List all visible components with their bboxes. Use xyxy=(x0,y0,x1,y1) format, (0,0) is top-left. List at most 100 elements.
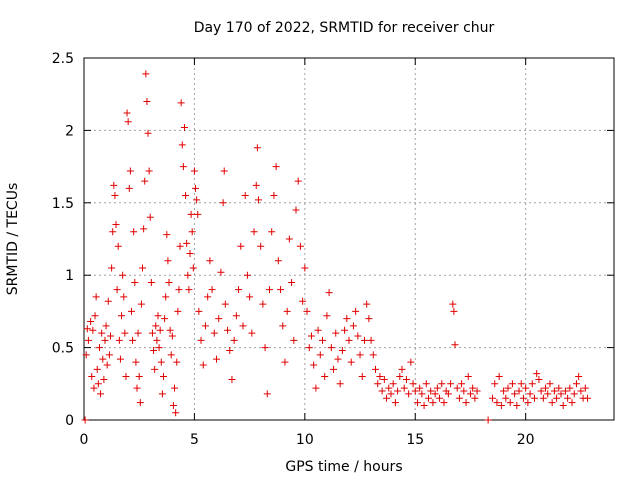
data-point xyxy=(301,264,309,272)
data-point xyxy=(104,297,112,305)
data-point xyxy=(294,177,302,185)
data-point xyxy=(206,257,214,265)
data-point xyxy=(194,210,202,218)
data-point xyxy=(425,394,432,402)
data-point xyxy=(241,192,249,200)
data-point xyxy=(338,346,346,354)
data-point xyxy=(305,344,313,352)
data-point xyxy=(542,384,550,392)
data-point xyxy=(321,373,329,381)
data-point xyxy=(559,402,567,410)
data-point xyxy=(544,390,552,398)
data-point xyxy=(115,336,123,344)
x-tick-label: 10 xyxy=(296,432,314,448)
data-point xyxy=(316,351,324,359)
data-point xyxy=(447,380,455,388)
data-point xyxy=(261,344,269,352)
data-point xyxy=(495,373,503,381)
data-point xyxy=(189,264,197,272)
data-point xyxy=(314,326,322,334)
data-point xyxy=(519,394,527,402)
data-point xyxy=(431,390,439,398)
data-point xyxy=(502,394,510,402)
data-point xyxy=(107,332,114,340)
data-point xyxy=(568,399,576,407)
data-point xyxy=(343,315,351,323)
data-point xyxy=(418,390,426,398)
data-point xyxy=(310,361,318,369)
data-point xyxy=(182,192,190,200)
data-point xyxy=(125,184,133,192)
data-point xyxy=(504,384,512,392)
data-point xyxy=(372,365,379,373)
data-point xyxy=(230,336,238,344)
data-point xyxy=(217,268,225,276)
data-point xyxy=(164,257,172,265)
data-point xyxy=(186,249,194,257)
data-point xyxy=(334,355,342,363)
data-point xyxy=(263,390,271,398)
data-point xyxy=(246,293,254,301)
data-point xyxy=(99,355,107,363)
data-point xyxy=(296,242,304,250)
data-point xyxy=(376,373,384,381)
data-point xyxy=(581,384,589,392)
x-tick-label: 20 xyxy=(517,432,535,448)
data-point xyxy=(112,221,120,229)
data-point xyxy=(199,361,207,369)
data-point xyxy=(150,346,158,354)
data-point xyxy=(124,118,132,126)
data-point xyxy=(466,390,474,398)
data-point xyxy=(471,394,479,402)
data-point xyxy=(215,315,223,323)
data-point xyxy=(156,326,164,334)
data-point xyxy=(84,336,92,344)
data-point xyxy=(319,336,326,344)
data-point xyxy=(141,177,149,185)
data-point xyxy=(126,167,134,175)
data-point xyxy=(453,384,461,392)
data-point xyxy=(243,271,251,279)
data-point xyxy=(413,399,421,407)
data-point xyxy=(341,326,349,334)
data-point xyxy=(396,373,404,381)
data-point xyxy=(113,286,121,294)
data-point xyxy=(87,318,95,326)
data-point xyxy=(239,322,247,330)
data-point xyxy=(354,332,362,340)
data-point xyxy=(129,336,137,344)
data-point xyxy=(139,264,147,272)
data-point xyxy=(250,228,258,236)
data-point xyxy=(407,358,415,366)
data-point xyxy=(272,163,280,171)
data-point xyxy=(142,70,150,78)
data-point xyxy=(420,402,428,410)
data-point xyxy=(402,375,410,383)
data-point xyxy=(158,390,166,398)
data-point xyxy=(469,384,477,392)
data-point xyxy=(114,242,122,250)
data-point xyxy=(220,167,228,175)
data-point xyxy=(157,358,165,366)
data-point xyxy=(179,163,187,171)
data-point xyxy=(438,380,446,388)
x-axis-label: GPS time / hours xyxy=(285,459,402,475)
data-point xyxy=(135,373,143,381)
data-point xyxy=(195,307,203,315)
data-point xyxy=(299,297,307,305)
data-point xyxy=(360,336,368,344)
data-point xyxy=(204,293,212,301)
data-point xyxy=(201,322,209,330)
data-point xyxy=(378,387,386,395)
data-point xyxy=(171,384,179,392)
data-point xyxy=(433,384,441,392)
data-point xyxy=(144,129,152,137)
data-point xyxy=(143,97,151,105)
data-point xyxy=(327,344,335,352)
data-point xyxy=(98,329,106,337)
data-point xyxy=(440,399,448,407)
data-point xyxy=(528,380,536,388)
data-point xyxy=(253,144,261,152)
data-point xyxy=(352,307,360,315)
data-point xyxy=(184,271,192,279)
